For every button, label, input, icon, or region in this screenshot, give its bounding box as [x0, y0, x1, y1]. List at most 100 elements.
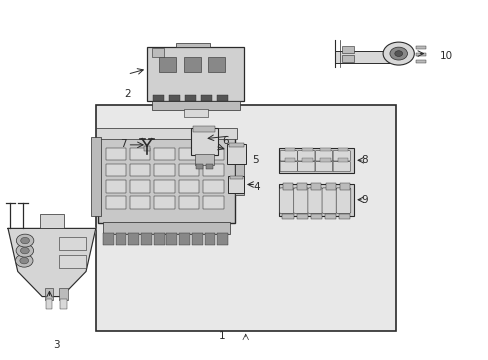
- Bar: [311, 183, 321, 190]
- FancyBboxPatch shape: [280, 161, 297, 172]
- Bar: [191, 233, 202, 244]
- Bar: [415, 53, 425, 56]
- Bar: [130, 148, 150, 160]
- Bar: [91, 137, 101, 216]
- Bar: [116, 233, 126, 244]
- Bar: [103, 222, 229, 234]
- Bar: [179, 233, 189, 244]
- Circle shape: [16, 254, 33, 267]
- Bar: [310, 214, 322, 220]
- FancyBboxPatch shape: [280, 150, 297, 161]
- Bar: [204, 233, 215, 244]
- Bar: [415, 45, 425, 49]
- Bar: [168, 95, 179, 101]
- Bar: [128, 233, 139, 244]
- FancyBboxPatch shape: [332, 150, 349, 161]
- Bar: [325, 183, 335, 190]
- Bar: [229, 176, 242, 179]
- Bar: [319, 148, 330, 151]
- Bar: [105, 196, 126, 209]
- Bar: [166, 233, 177, 244]
- Bar: [302, 158, 312, 162]
- Text: 10: 10: [439, 51, 452, 61]
- Text: 2: 2: [124, 89, 131, 99]
- FancyBboxPatch shape: [293, 188, 308, 213]
- Bar: [207, 57, 224, 72]
- Bar: [195, 164, 202, 169]
- Bar: [324, 214, 336, 220]
- Bar: [201, 95, 211, 101]
- Bar: [153, 95, 163, 101]
- Bar: [96, 105, 395, 330]
- Text: 1: 1: [219, 331, 225, 341]
- Bar: [159, 57, 176, 72]
- Bar: [154, 233, 164, 244]
- Bar: [228, 176, 244, 193]
- Bar: [278, 148, 353, 173]
- Bar: [203, 164, 223, 176]
- Bar: [154, 196, 174, 209]
- Bar: [154, 148, 174, 160]
- Bar: [284, 158, 295, 162]
- Bar: [98, 130, 234, 223]
- Bar: [178, 148, 199, 160]
- Bar: [105, 164, 126, 176]
- Text: 9: 9: [361, 195, 367, 205]
- Text: 4: 4: [253, 182, 259, 192]
- Bar: [147, 47, 244, 101]
- Bar: [154, 180, 174, 193]
- Bar: [339, 183, 349, 190]
- Bar: [337, 148, 347, 151]
- Bar: [152, 48, 163, 57]
- FancyBboxPatch shape: [335, 188, 350, 213]
- FancyBboxPatch shape: [307, 188, 322, 213]
- Circle shape: [16, 244, 34, 257]
- FancyBboxPatch shape: [297, 150, 314, 161]
- Bar: [130, 180, 150, 193]
- Bar: [45, 300, 52, 309]
- Bar: [60, 300, 67, 309]
- Bar: [184, 95, 195, 101]
- Text: 8: 8: [361, 155, 367, 165]
- FancyBboxPatch shape: [279, 188, 294, 213]
- Bar: [217, 233, 227, 244]
- Bar: [154, 164, 174, 176]
- Bar: [234, 158, 244, 195]
- Bar: [105, 180, 126, 193]
- FancyBboxPatch shape: [315, 150, 332, 161]
- Circle shape: [389, 47, 407, 60]
- Bar: [176, 43, 210, 47]
- Bar: [130, 164, 150, 176]
- Bar: [282, 214, 293, 220]
- Text: 7: 7: [120, 139, 126, 149]
- Bar: [296, 214, 307, 220]
- Bar: [105, 148, 126, 160]
- Bar: [227, 144, 245, 164]
- Bar: [178, 196, 199, 209]
- Bar: [228, 143, 244, 147]
- Bar: [319, 158, 330, 162]
- Bar: [143, 145, 150, 151]
- Text: 6: 6: [222, 136, 229, 145]
- Bar: [203, 180, 223, 193]
- Circle shape: [382, 42, 413, 65]
- Bar: [152, 101, 239, 110]
- Bar: [183, 57, 200, 72]
- Bar: [341, 55, 353, 62]
- Bar: [283, 183, 292, 190]
- Bar: [338, 214, 349, 220]
- Bar: [190, 128, 217, 155]
- Bar: [203, 196, 223, 209]
- Polygon shape: [8, 228, 96, 297]
- Bar: [44, 288, 53, 300]
- FancyBboxPatch shape: [315, 161, 332, 172]
- Circle shape: [20, 257, 29, 264]
- FancyBboxPatch shape: [322, 188, 336, 213]
- Bar: [297, 183, 306, 190]
- Bar: [217, 95, 227, 101]
- Circle shape: [20, 247, 29, 254]
- Bar: [178, 180, 199, 193]
- Bar: [341, 46, 353, 53]
- Bar: [284, 148, 295, 151]
- Bar: [59, 288, 68, 300]
